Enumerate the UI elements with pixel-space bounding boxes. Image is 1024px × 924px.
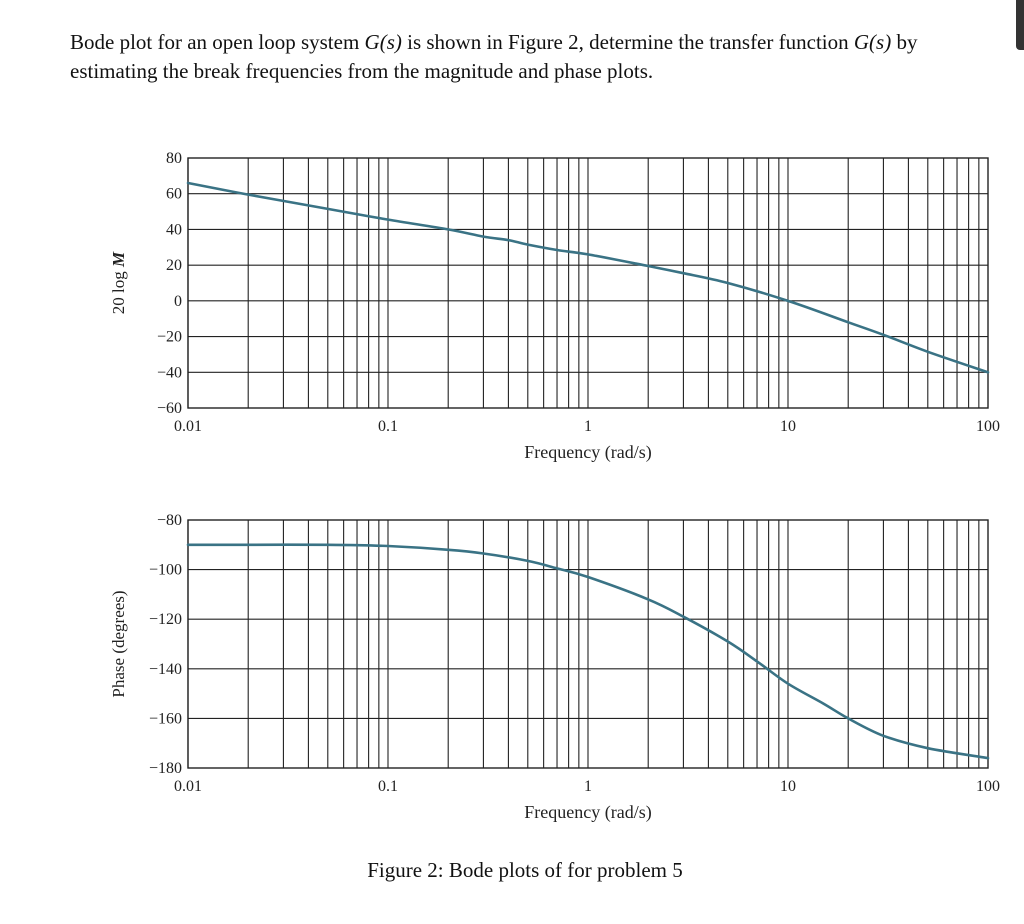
phase-x-axis-title: Frequency (rad/s) <box>524 802 651 823</box>
magnitude-y-tick-label: 60 <box>166 186 182 203</box>
phase-y-tick-label: −80 <box>157 512 182 529</box>
magnitude-y-tick-label: 40 <box>166 221 182 238</box>
problem-text-3: by estimating the break frequencies from… <box>70 30 918 83</box>
magnitude-y-tick-label: −40 <box>157 364 182 381</box>
phase-y-tick-label: −120 <box>149 611 182 628</box>
magnitude-y-axis-title: 20 log M <box>109 251 128 314</box>
magnitude-y-tick-label: 80 <box>166 150 182 167</box>
transfer-function-symbol: G(s) <box>853 30 892 54</box>
scrollbar-thumb[interactable] <box>1016 0 1024 50</box>
problem-text-2: is shown in Figure 2, determine the tran… <box>401 30 854 54</box>
magnitude-y-tick-label: −60 <box>157 400 182 417</box>
magnitude-x-tick-label: 1 <box>584 418 592 435</box>
magnitude-x-axis-title: Frequency (rad/s) <box>524 442 651 463</box>
phase-y-axis-title: Phase (degrees) <box>109 590 128 697</box>
magnitude-x-tick-label: 10 <box>780 418 796 435</box>
magnitude-x-tick-label: 100 <box>976 418 1000 435</box>
phase-y-tick-label: −140 <box>149 661 182 678</box>
magnitude-plot-frame <box>187 157 989 409</box>
phase-y-tick-label: −180 <box>149 760 182 777</box>
phase-x-tick-label: 0.01 <box>174 778 202 795</box>
phase-x-tick-label: 1 <box>584 778 592 795</box>
magnitude-x-tick-label: 0.01 <box>174 418 202 435</box>
magnitude-y-tick-label: −20 <box>157 329 182 346</box>
phase-y-tick-label: −160 <box>149 710 182 727</box>
magnitude-curve <box>186 181 990 374</box>
transfer-function-symbol: G(s) <box>364 30 402 54</box>
phase-x-tick-label: 10 <box>780 778 796 795</box>
magnitude-y-tick-label: 20 <box>166 257 182 274</box>
phase-curve <box>186 543 990 760</box>
phase-plot-frame <box>187 519 989 769</box>
problem-statement: Bode plot for an open loop system G(s) i… <box>70 28 1000 86</box>
phase-x-tick-label: 0.1 <box>378 778 398 795</box>
magnitude-y-tick-label: 0 <box>174 293 182 310</box>
figure-caption: Figure 2: Bode plots of for problem 5 <box>367 858 683 882</box>
problem-text-1: Bode plot for an open loop system <box>70 30 365 54</box>
phase-x-tick-label: 100 <box>976 778 1000 795</box>
phase-y-tick-label: −100 <box>149 562 182 579</box>
magnitude-x-tick-label: 0.1 <box>378 418 398 435</box>
